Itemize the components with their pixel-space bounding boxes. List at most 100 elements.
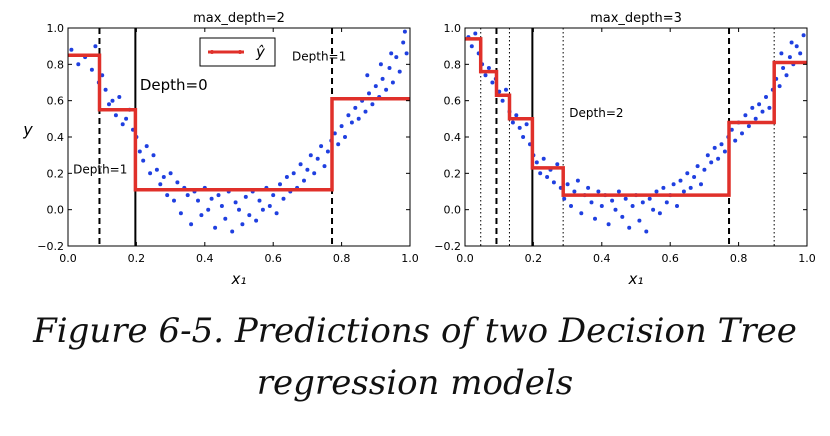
data-point (172, 198, 176, 203)
data-point (363, 109, 368, 114)
y-tick-label: −0.2 (37, 240, 64, 253)
data-point (538, 171, 543, 176)
data-point (380, 76, 385, 81)
y-tick-label: 0.8 (47, 58, 65, 71)
x-tick-label: 0.6 (264, 252, 282, 265)
data-point (175, 180, 180, 185)
data-point (346, 113, 351, 118)
data-point (657, 211, 662, 216)
depth-annotation: Depth=1 (73, 162, 127, 176)
data-point (623, 196, 628, 201)
data-point (185, 193, 190, 198)
data-point (784, 73, 789, 78)
y-tick-label: 0.0 (47, 204, 65, 217)
data-point (124, 116, 129, 121)
data-point (402, 29, 407, 34)
data-point (490, 80, 495, 85)
data-point (305, 167, 310, 172)
data-point (165, 193, 170, 198)
data-point (278, 182, 282, 187)
x-tick-label: 1.0 (798, 252, 816, 265)
data-point (469, 44, 474, 49)
data-point (675, 204, 679, 208)
data-point (740, 131, 744, 136)
data-point (644, 229, 649, 234)
data-point (504, 87, 508, 92)
y-tick-label: 0.2 (47, 167, 65, 180)
data-point (743, 113, 748, 118)
data-point (798, 51, 803, 56)
data-point (274, 211, 279, 216)
data-point (562, 196, 567, 201)
y-axis-label: y (22, 120, 33, 139)
data-point (401, 40, 406, 45)
y-tick-label: 0.8 (444, 58, 462, 71)
data-point (394, 55, 399, 60)
legend-swatch-marker (210, 50, 214, 54)
depth-annotation: Depth=2 (569, 106, 623, 120)
data-point (702, 167, 707, 172)
data-point (678, 178, 683, 183)
data-point (688, 185, 693, 190)
data-point (716, 156, 721, 161)
data-point (237, 207, 241, 212)
data-point (575, 178, 580, 183)
data-point (254, 218, 259, 223)
data-point (199, 213, 204, 218)
data-point (781, 66, 786, 70)
depth-annotation: Depth=1 (292, 50, 346, 64)
data-point (610, 198, 615, 203)
y-tick-label: −0.2 (434, 240, 461, 253)
data-point (647, 196, 652, 201)
data-point (308, 153, 313, 158)
data-point (787, 55, 792, 60)
data-point (483, 73, 488, 78)
prediction-line (465, 37, 807, 197)
data-point (572, 189, 577, 194)
data-point (779, 51, 784, 56)
chart-max-depth-2: 0.0 0.2 0.4 0.6 0.8 1.0−0.20.00.20.40.60.81.0… (22, 11, 418, 288)
data-point (613, 207, 618, 212)
data-point (69, 47, 74, 52)
data-point (209, 196, 214, 201)
data-point (514, 113, 519, 118)
data-point (93, 44, 98, 49)
x-tick-label: 0.0 (59, 252, 77, 265)
data-point (764, 95, 768, 99)
data-point (746, 124, 751, 129)
data-point (640, 200, 645, 205)
data-point (671, 182, 676, 187)
data-point (767, 105, 772, 110)
data-point (705, 153, 710, 158)
data-point (569, 204, 573, 208)
data-point (389, 51, 394, 56)
data-point (284, 175, 289, 179)
x-tick-label: 0.8 (730, 252, 748, 265)
x-axis-label: x₁ (231, 270, 247, 288)
chart-max-depth-3: 0.0 0.2 0.4 0.6 0.8 1.0−0.20.00.20.40.60.81.0… (434, 11, 815, 288)
data-point (103, 87, 108, 92)
x-tick-label: 0.8 (333, 252, 351, 265)
data-point (271, 193, 276, 198)
data-point (216, 193, 221, 198)
y-tick-label: 1.0 (444, 22, 462, 35)
data-point (110, 98, 115, 103)
data-point (267, 204, 272, 208)
data-point (661, 185, 666, 190)
depth-annotation: Depth=0 (140, 76, 208, 94)
data-point (365, 73, 370, 78)
x-axis-label: x₁ (628, 270, 644, 288)
data-point (534, 160, 539, 165)
prediction-line (68, 53, 410, 192)
data-point (141, 158, 146, 163)
x-tick-label: 0.4 (196, 252, 214, 265)
data-point (719, 142, 724, 147)
data-point (298, 162, 303, 167)
data-point (247, 213, 252, 218)
figure-caption: Figure 6-5. Predictions of two Decision … (0, 305, 830, 409)
y-tick-label: 0.0 (444, 204, 462, 217)
data-point (733, 138, 738, 143)
chart-title: max_depth=3 (590, 11, 682, 26)
y-tick-label: 0.4 (444, 131, 462, 144)
data-point (219, 204, 224, 208)
